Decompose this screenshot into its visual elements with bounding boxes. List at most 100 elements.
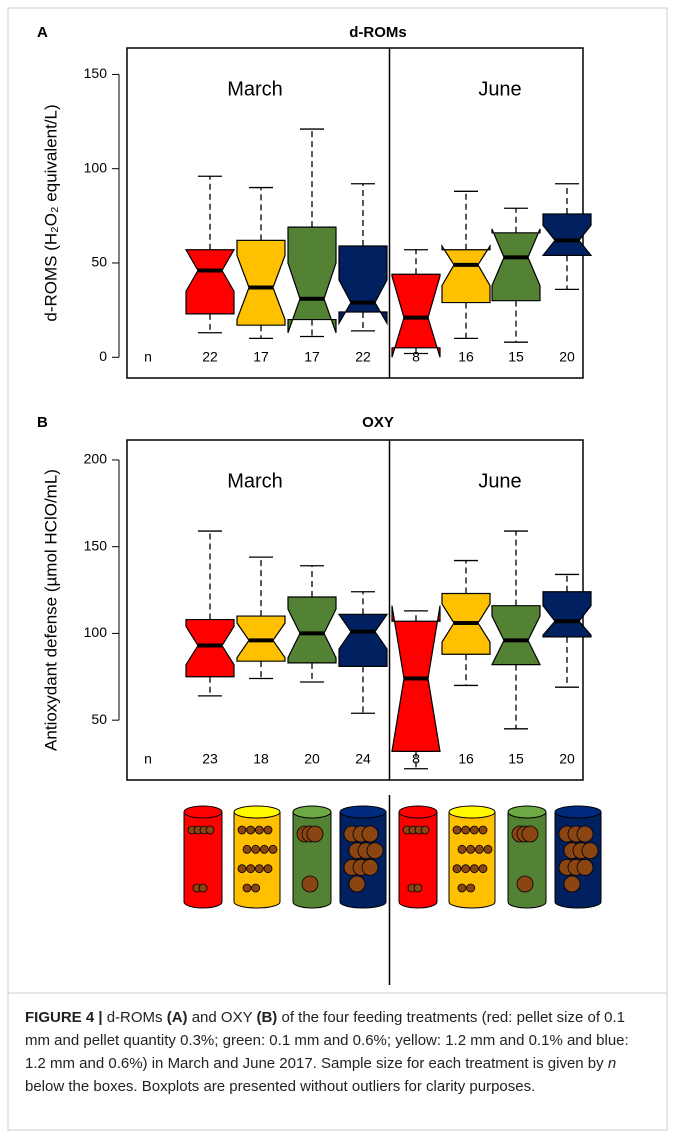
pellet: [205, 825, 215, 835]
n-value: 8: [412, 349, 420, 365]
box: [236, 239, 286, 326]
cylinder-top: [507, 805, 547, 819]
n-value: 20: [559, 751, 575, 767]
y-tick-label: 150: [84, 65, 108, 81]
pellet: [361, 825, 379, 843]
cylinder-top: [339, 805, 387, 819]
n-value: 20: [559, 349, 575, 365]
pellet: [413, 883, 423, 893]
n-value: 22: [355, 349, 371, 365]
n-value: 16: [458, 349, 474, 365]
group-label: June: [478, 78, 521, 100]
pellet: [563, 875, 581, 893]
pellet: [246, 864, 256, 874]
pellet: [466, 844, 476, 854]
box: [441, 243, 491, 304]
box: [184, 249, 236, 315]
caption-text: n: [607, 1055, 617, 1072]
box: [491, 228, 541, 302]
pellet: [263, 864, 273, 874]
caption-text: and OXY: [187, 1009, 257, 1026]
caption-text: below the boxes. Boxplots are presented …: [25, 1055, 621, 1095]
pellet: [483, 844, 493, 854]
chart-title: OXY: [362, 414, 394, 431]
caption-text: of the four feeding treatments (red: pel…: [25, 1009, 633, 1072]
pellet: [420, 825, 430, 835]
caption-text: d-ROMs: [102, 1009, 167, 1026]
caption-text: FIGURE 4 |: [25, 1009, 103, 1026]
treatment-icons: [183, 795, 602, 985]
pellet: [457, 883, 467, 893]
n-value: 15: [508, 751, 524, 767]
y-tick-label: 50: [91, 711, 107, 727]
pellet: [237, 864, 247, 874]
pellet: [259, 844, 269, 854]
n-value: 17: [253, 349, 269, 365]
pellet: [246, 825, 256, 835]
panel-label: A: [37, 24, 48, 41]
pellet: [254, 825, 264, 835]
pellet: [516, 875, 534, 893]
n-value: 22: [202, 349, 218, 365]
caption-text: (A): [166, 1009, 188, 1026]
cylinder-top: [554, 805, 602, 819]
n-value: 15: [508, 349, 524, 365]
pellet: [461, 864, 471, 874]
n-value: 8: [412, 751, 420, 767]
n-value: 18: [253, 751, 269, 767]
n-value: 23: [202, 751, 218, 767]
pellet: [576, 858, 594, 876]
n-value: 17: [304, 349, 320, 365]
pellet: [521, 825, 539, 843]
pellet: [469, 864, 479, 874]
caption: FIGURE 4 | d-ROMs (A) and OXY (B) of the…: [25, 1006, 650, 1098]
pellet: [452, 864, 462, 874]
pellet: [242, 883, 252, 893]
group-label: June: [478, 470, 521, 492]
pellet: [198, 883, 208, 893]
box: [185, 618, 235, 678]
cylinder-top: [183, 805, 223, 819]
group-label: March: [227, 470, 283, 492]
pellet: [361, 858, 379, 876]
pellet: [301, 875, 319, 893]
y-tick-label: 200: [84, 451, 108, 467]
pellet: [348, 875, 366, 893]
pellet: [576, 825, 594, 843]
cylinder-top: [233, 805, 281, 819]
cylinder-top: [292, 805, 332, 819]
pellet: [478, 825, 488, 835]
pellet: [461, 825, 471, 835]
n-label: n: [144, 349, 152, 365]
pellet: [251, 844, 261, 854]
pellet: [242, 844, 252, 854]
pellet: [251, 883, 261, 893]
cylinder-top: [398, 805, 438, 819]
caption-text: (B): [256, 1009, 278, 1026]
group-label: March: [227, 78, 283, 100]
pellet: [254, 864, 264, 874]
pellet: [469, 825, 479, 835]
pellet: [268, 844, 278, 854]
pellet: [237, 825, 247, 835]
y-axis-label: Antioxydant defense (µmol HClO/mL): [41, 469, 60, 751]
y-tick-label: 100: [84, 624, 108, 640]
box: [287, 226, 337, 333]
pellet: [452, 825, 462, 835]
pellet: [263, 825, 273, 835]
box: [338, 245, 388, 326]
pellet: [306, 825, 324, 843]
n-label: n: [144, 751, 152, 767]
n-value: 16: [458, 751, 474, 767]
pellet: [466, 883, 476, 893]
y-tick-label: 0: [99, 348, 107, 364]
pellet: [474, 844, 484, 854]
pellet: [581, 842, 599, 860]
pellet: [457, 844, 467, 854]
chart-title: d-ROMs: [349, 24, 407, 41]
y-axis-label: d-ROMS (H₂O₂ equivalent/L): [41, 104, 60, 321]
cylinder: [398, 811, 438, 909]
pellet: [366, 842, 384, 860]
